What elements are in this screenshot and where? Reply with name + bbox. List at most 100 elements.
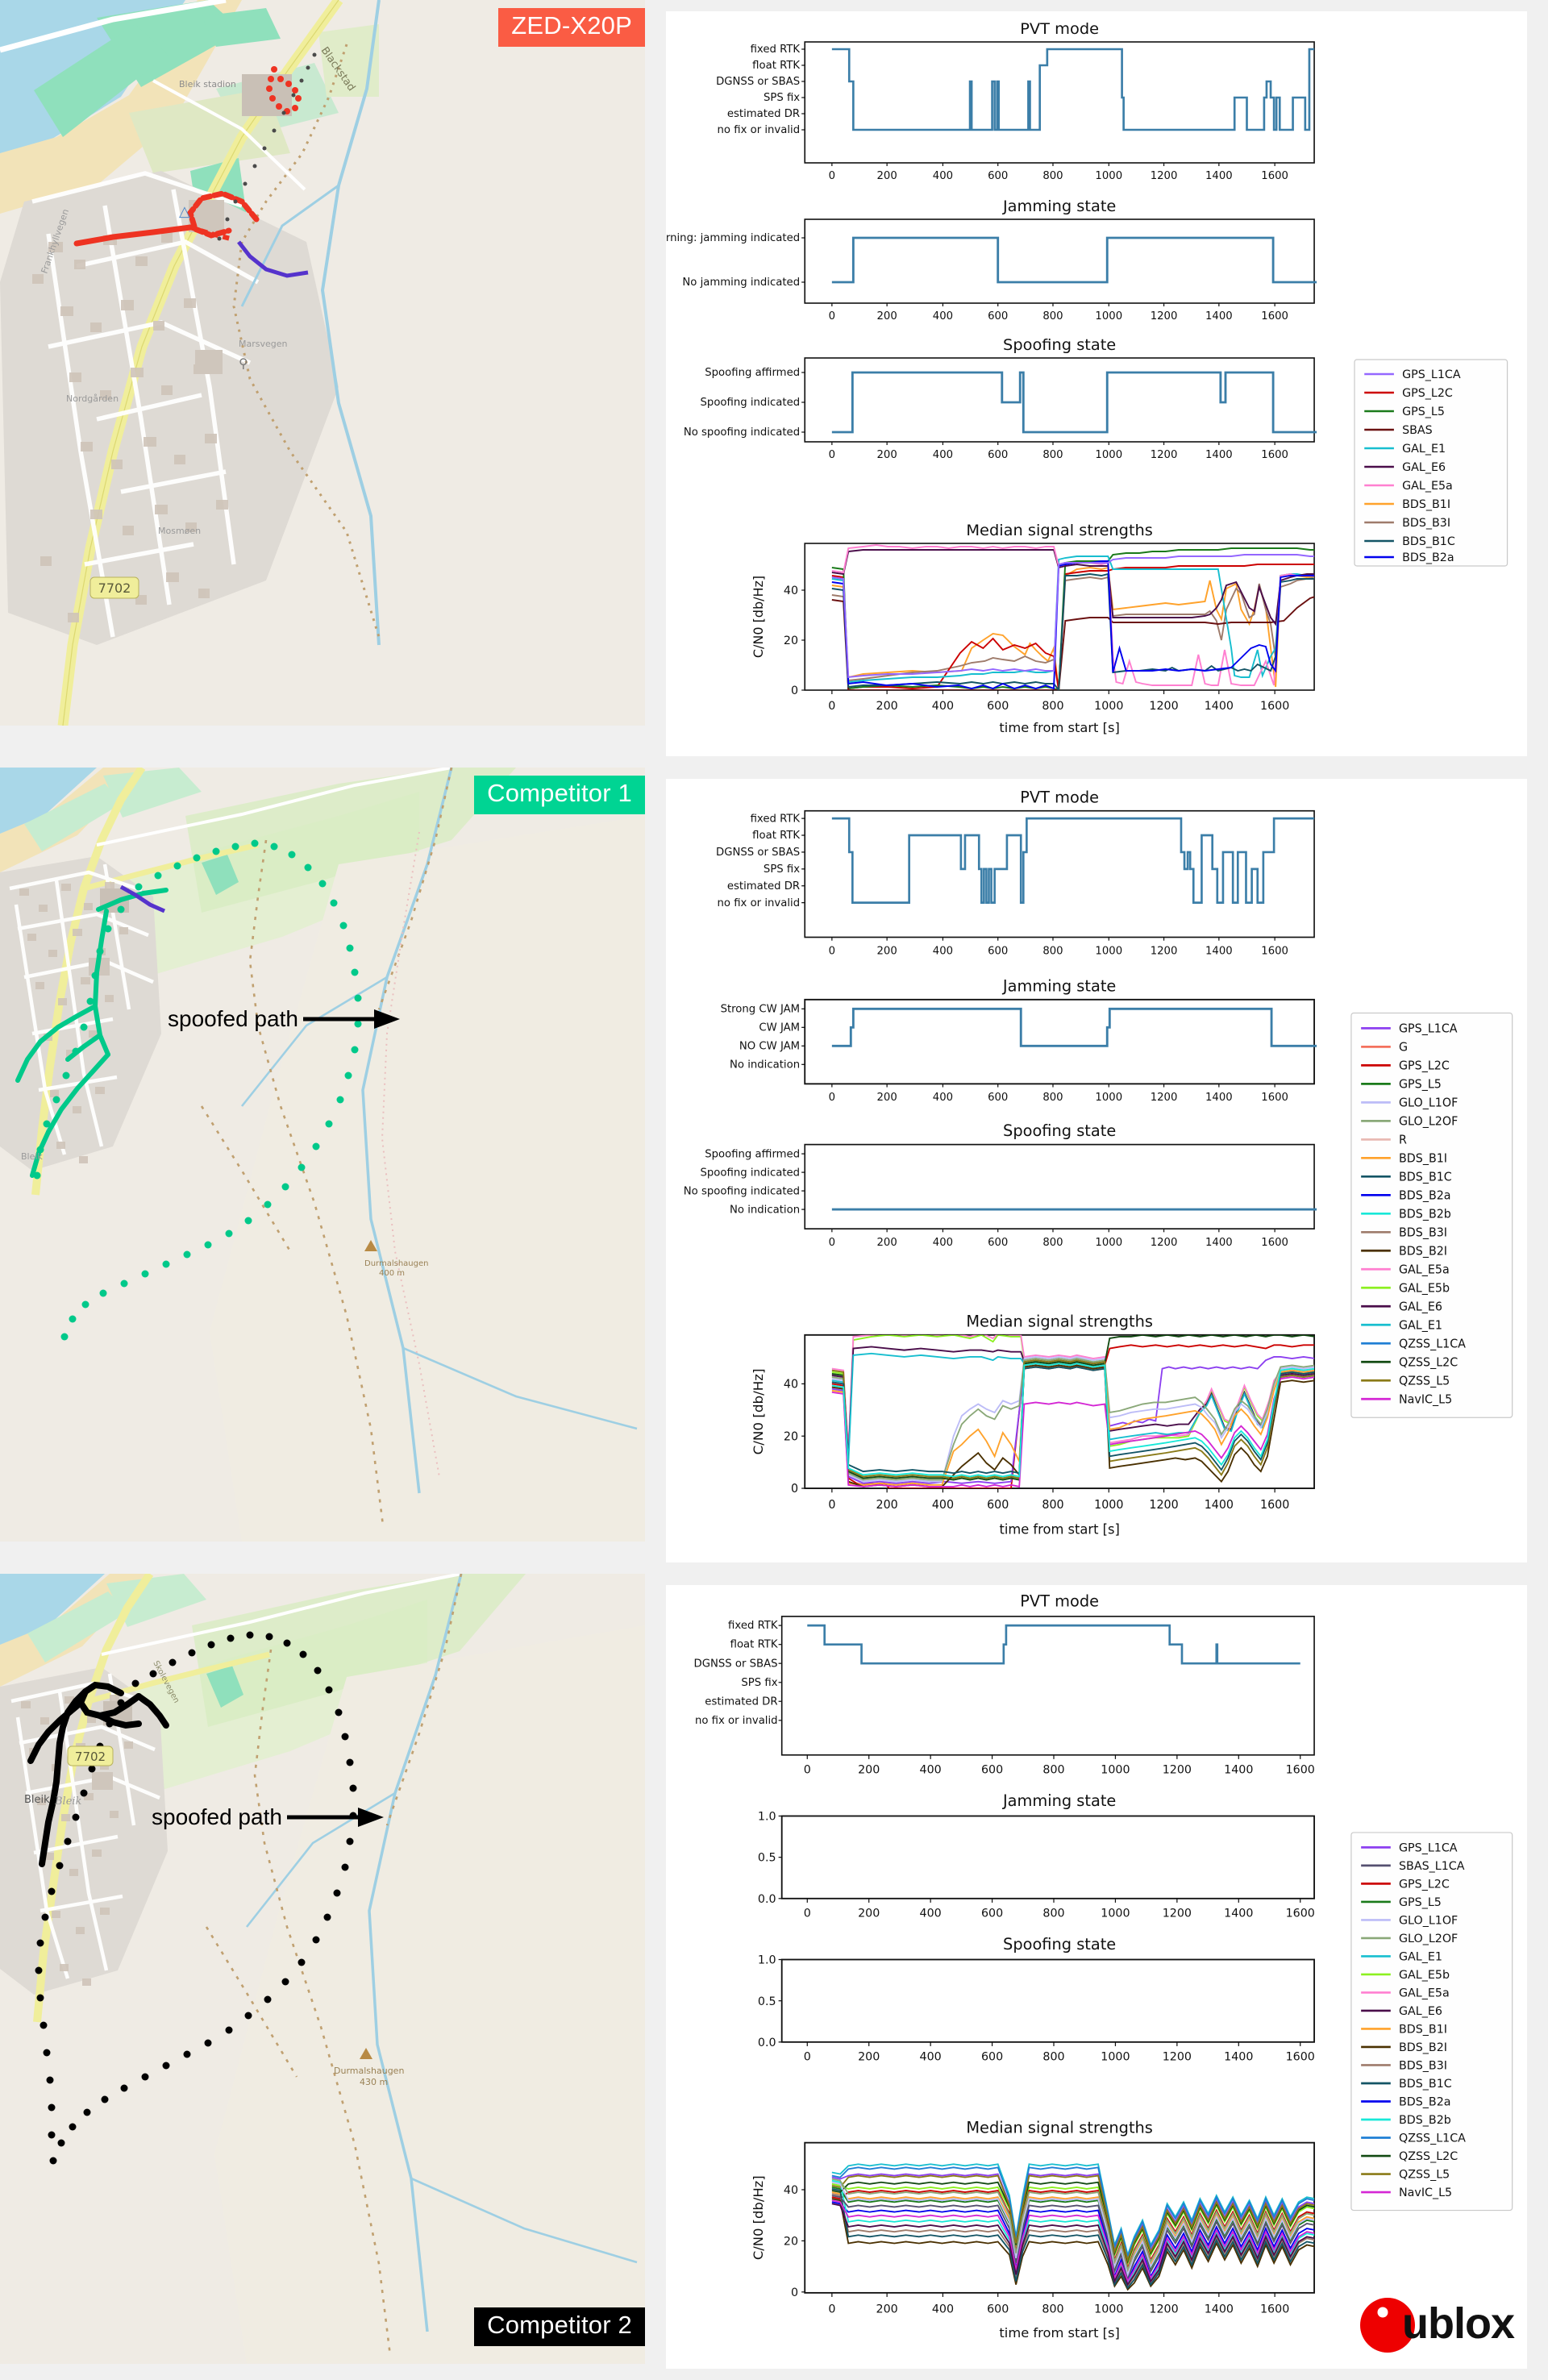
map-canvas: Bleik stadion Frankhyllvegen Nordgården … [0,0,645,726]
svg-text:0: 0 [791,2286,798,2299]
svg-text:1000: 1000 [1095,1237,1122,1249]
pvt-series-line [831,817,1315,904]
svg-text:200: 200 [876,2303,898,2316]
map-zed-x20p[interactable]: Bleik stadion Frankhyllvegen Nordgården … [0,0,645,726]
legend-label: GAL_E5b [1399,1282,1450,1295]
svg-text:1000: 1000 [1101,1763,1130,1776]
svg-text:20: 20 [784,2236,798,2249]
annotation-spoofed-path-comp1: spoofed path [168,1006,402,1032]
legend-label: BDS_B1C [1399,2078,1452,2091]
svg-text:600: 600 [988,310,1008,322]
svg-text:0: 0 [804,1907,811,1920]
cn0-xlabel: time from start [s] [999,1521,1119,1537]
ublox-logo: ublox [1352,2285,1515,2362]
svg-text:1400: 1400 [1205,1499,1234,1512]
legend-label: QZSS_L1CA [1399,2132,1466,2145]
legend-label: GPS_L5 [1402,406,1445,418]
svg-text:1000: 1000 [1095,170,1122,182]
legend-label: BDS_B3I [1402,517,1450,530]
svg-text:600: 600 [987,1499,1009,1512]
svg-text:1600: 1600 [1261,310,1288,322]
legend-label: GLO_L2OF [1399,1933,1458,1945]
legend-label: GPS_L2C [1402,387,1453,400]
spoof-ylabel-2: Spoofing indicated [700,1167,800,1179]
map-label-mosmoen: Mosmøen [158,526,201,536]
svg-text:1400: 1400 [1205,945,1233,957]
chart-title-cn0: Median signal strengths [966,521,1153,539]
chart-title-pvt: PVT mode [1020,1592,1099,1611]
svg-text:200: 200 [876,945,897,957]
svg-text:800: 800 [1042,1092,1063,1104]
legend-competitor-1: GPS_L1CA G GPS_L2C GPS_L5 GLO_L1OF GLO_L… [1350,1012,1513,1418]
svg-text:0: 0 [791,1483,798,1496]
svg-text:800: 800 [1042,2050,1064,2063]
spoof-ylabel-1: Spoofing indicated [701,397,801,409]
spoofing-series-line [831,371,1317,434]
svg-text:600: 600 [987,700,1009,713]
svg-text:1200: 1200 [1163,2050,1192,2063]
legend-label: BDS_B2a [1399,2096,1451,2109]
legend-label: NavIC_L5 [1399,2187,1452,2199]
svg-text:400: 400 [933,945,953,957]
svg-text:1200: 1200 [1151,945,1178,957]
annotation-label: spoofed path [168,1006,298,1031]
map-competitor-1[interactable]: Durmalshaugen 400 m Bleik Competitor 1 s… [0,768,645,1542]
map-competitor-2[interactable]: 7702 Bleik Bleik Skolevegen Durmalshauge… [0,1574,645,2364]
svg-text:0: 0 [791,684,798,697]
map-label-peak-name: Durmalshaugen [334,2066,404,2076]
pvt-ylabel-0: no fix or invalid [695,1715,778,1727]
map-label-bleik-italic: Bleik [54,1795,82,1808]
svg-text:600: 600 [981,1907,1003,1920]
spoof-ytick-1: 0.5 [758,1995,776,2008]
pvt-ylabel-3: DGNSS or SBAS [716,847,800,859]
gnss-track-dotted-dark [217,52,317,241]
svg-text:1600: 1600 [1260,2303,1289,2316]
legend-label: GAL_E5a [1399,1263,1450,1276]
cn0-ylabel: C/N0 [db/Hz] [751,2175,766,2260]
svg-text:800: 800 [1042,2303,1063,2316]
svg-text:1200: 1200 [1151,449,1178,461]
pvt-ylabel-5: fixed RTK [728,1620,778,1632]
map-label-stadion: Bleik stadion [179,79,236,89]
svg-text:0: 0 [829,310,835,322]
svg-text:400: 400 [920,2050,942,2063]
gnss-track-zed [73,190,260,247]
jam-ylabel-3: Strong CW JAM [721,1003,801,1015]
spoof-ylabel-0: No spoofing indicated [684,426,800,439]
cn0-ylabel: C/N0 [db/Hz] [751,1368,766,1454]
pvt-ylabel-0: no fix or invalid [718,897,801,909]
charts-card-zed-x20p: PVT mode fixed RTK float RTK DGNSS or SB… [666,11,1527,756]
pvt-ylabel-5: fixed RTK [751,813,801,825]
legend-label: GAL_E1 [1399,1319,1442,1332]
charts-svg-comp2: PVT mode fixed RTK float RTK DGNSS or SB… [666,1585,1527,2369]
map-label-bleik-bold: Bleik [24,1794,50,1806]
panel-tag-competitor-1: Competitor 1 [474,776,645,814]
svg-text:600: 600 [981,1763,1003,1776]
svg-text:1000: 1000 [1101,1907,1130,1920]
legend-label: SBAS [1402,424,1433,437]
svg-text:1200: 1200 [1149,700,1178,713]
svg-text:20: 20 [784,1430,798,1443]
svg-text:1600: 1600 [1260,700,1289,713]
legend-label: GPS_L1CA [1399,1022,1458,1035]
legend-label: GLO_L1OF [1399,1914,1458,1927]
pvt-ylabel-2: SPS fix [764,92,800,104]
legend-label: BDS_B3I [1399,2060,1447,2073]
svg-text:200: 200 [876,1092,897,1104]
legend-label: QZSS_L2C [1399,2150,1458,2163]
map-label-peak-comp2: Durmalshaugen 430 m [334,2048,404,2087]
legend-label: GPS_L1CA [1402,368,1461,381]
svg-text:1000: 1000 [1094,700,1123,713]
legend-label: GAL_E1 [1399,1951,1442,1964]
chart-title-cn0: Median signal strengths [966,1312,1153,1330]
legend-label: GAL_E5b [1399,1969,1450,1982]
svg-text:40: 40 [784,585,798,597]
legend-label: GAL_E6 [1399,1300,1442,1313]
panel-tag-competitor-2: Competitor 2 [474,2307,645,2346]
map-label-bleik: Bleik [21,1151,43,1162]
svg-text:1400: 1400 [1205,1237,1233,1249]
svg-text:1200: 1200 [1163,1763,1192,1776]
legend-label: BDS_B2a [1399,1189,1451,1202]
gnss-spoofed-path-comp1 [33,839,362,1341]
jam-ytick-1: 0.5 [758,1852,776,1865]
